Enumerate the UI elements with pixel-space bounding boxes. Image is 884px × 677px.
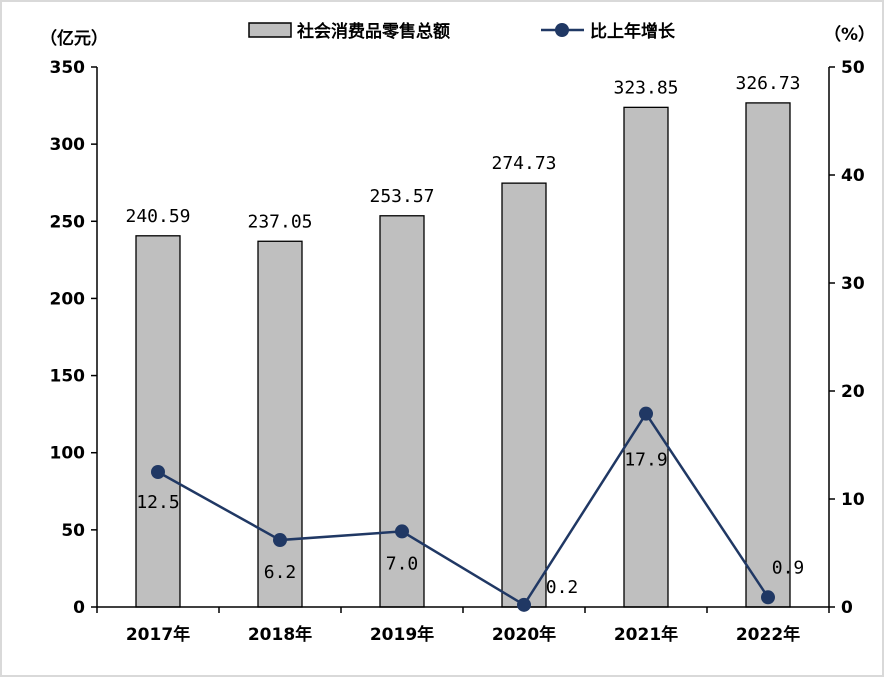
x-tick-label: 2021年 xyxy=(614,624,678,645)
left-tick-label: 150 xyxy=(50,367,86,387)
right-tick-label: 50 xyxy=(841,58,865,78)
line-data-label: 0.9 xyxy=(772,557,805,578)
growth-point xyxy=(151,465,165,479)
bar xyxy=(257,240,303,608)
growth-point xyxy=(273,533,287,548)
x-tick-label: 2019年 xyxy=(370,624,434,645)
bar xyxy=(745,102,791,608)
left-tick-label: 350 xyxy=(50,58,86,78)
bar-data-label: 253.57 xyxy=(369,186,434,207)
legend-line-label: 比上年增长 xyxy=(590,21,676,42)
bar xyxy=(501,182,547,608)
growth-point xyxy=(761,590,775,605)
legend-bar-label: 社会消费品零售总额 xyxy=(296,21,450,42)
bar xyxy=(135,235,181,608)
left-tick-label: 100 xyxy=(50,444,86,464)
line-data-label: 12.5 xyxy=(136,492,179,513)
bar-data-label: 237.05 xyxy=(247,211,312,232)
legend-bar-swatch xyxy=(248,22,292,38)
bar-data-label: 326.73 xyxy=(735,73,800,94)
growth-point xyxy=(639,406,653,421)
growth-point xyxy=(517,597,531,612)
growth-point xyxy=(395,524,409,539)
line-data-label: 17.9 xyxy=(624,450,667,471)
x-tick-label: 2020年 xyxy=(492,624,556,645)
right-tick-label: 40 xyxy=(841,166,865,186)
line-data-label: 7.0 xyxy=(386,553,419,574)
right-tick-label: 30 xyxy=(841,274,865,294)
right-axis-title: （%） xyxy=(824,24,875,45)
left-tick-label: 0 xyxy=(73,598,85,618)
left-tick-label: 250 xyxy=(50,212,86,232)
bar-data-label: 240.59 xyxy=(125,206,190,227)
bar xyxy=(379,215,425,608)
x-tick-label: 2022年 xyxy=(736,624,800,645)
right-tick-label: 0 xyxy=(841,598,853,618)
left-tick-label: 50 xyxy=(61,521,85,541)
x-tick-label: 2018年 xyxy=(248,624,312,645)
bar xyxy=(623,106,669,608)
left-tick-label: 200 xyxy=(50,289,86,309)
right-tick-label: 10 xyxy=(841,490,865,510)
line-data-label: 6.2 xyxy=(264,562,297,583)
legend-line-marker xyxy=(555,23,569,37)
left-axis-title: （亿元） xyxy=(40,28,108,49)
growth-line xyxy=(157,411,770,607)
x-tick-label: 2017年 xyxy=(126,624,190,645)
left-tick-label: 300 xyxy=(50,135,86,155)
bar-data-label: 274.73 xyxy=(491,153,556,174)
bar-data-label: 323.85 xyxy=(613,77,678,98)
right-tick-label: 20 xyxy=(841,382,865,402)
line-data-label: 0.2 xyxy=(546,577,579,598)
